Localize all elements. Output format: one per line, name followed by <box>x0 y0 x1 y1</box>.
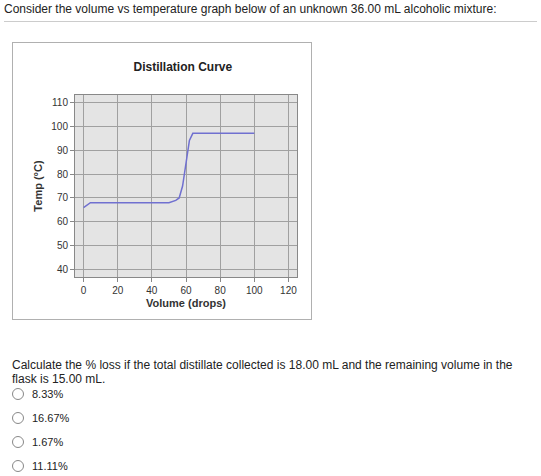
html-text:11.11%: 11.11% <box>32 460 68 472</box>
html-text:1.67%: 1.67% <box>32 436 64 448</box>
svg-text:80: 80 <box>57 169 69 180</box>
svg-text:20: 20 <box>112 285 124 296</box>
svg-text:100: 100 <box>246 285 263 296</box>
html-text:16.67%: 16.67% <box>32 412 70 424</box>
svg-text:110: 110 <box>52 97 68 108</box>
svg-text:Distillation Curve: Distillation Curve <box>134 60 233 74</box>
svg-text:40: 40 <box>57 264 69 275</box>
svg-text:40: 40 <box>146 285 158 296</box>
svg-text:120: 120 <box>280 285 297 296</box>
svg-text:0: 0 <box>81 285 87 296</box>
svg-text:70: 70 <box>57 192 69 203</box>
html-text:8.33%: 8.33% <box>32 388 64 400</box>
svg-text:100: 100 <box>51 121 68 132</box>
svg-text:60: 60 <box>57 216 69 227</box>
svg-text:60: 60 <box>180 285 192 296</box>
html-text:Calculate the % loss if the to: Calculate the % loss if the total distil… <box>12 358 513 386</box>
svg-text:Volume (drops): Volume (drops) <box>146 297 226 309</box>
svg-text:50: 50 <box>57 240 69 251</box>
svg-text:90: 90 <box>57 145 69 156</box>
svg-text:Temp (°C): Temp (°C) <box>32 160 44 212</box>
html-text:Consider the volume vs tempera: Consider the volume vs temperature graph… <box>4 2 497 16</box>
svg-text:80: 80 <box>215 285 227 296</box>
